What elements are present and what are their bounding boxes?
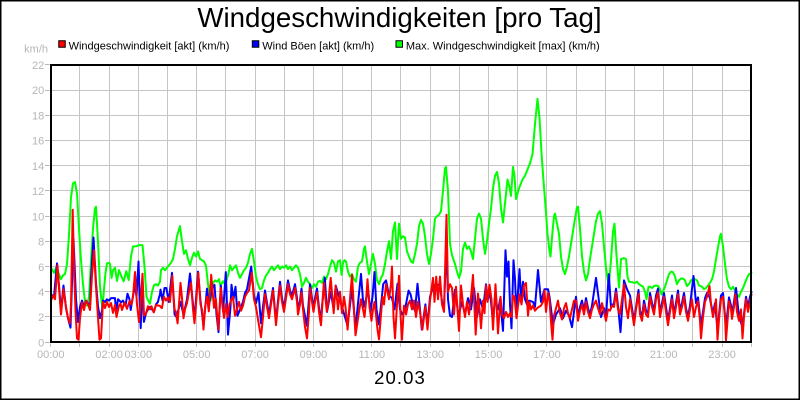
svg-text:23:00: 23:00 [708, 349, 736, 361]
svg-text:Windgeschwindigkeiten [pro Tag: Windgeschwindigkeiten [pro Tag] [197, 2, 601, 33]
svg-text:12: 12 [32, 186, 44, 198]
svg-text:20: 20 [32, 85, 44, 97]
svg-text:20.03: 20.03 [374, 367, 426, 388]
svg-text:17:00: 17:00 [533, 349, 561, 361]
svg-text:02:00: 02:00 [95, 349, 123, 361]
svg-text:16: 16 [32, 136, 44, 148]
svg-text:13:00: 13:00 [416, 349, 444, 361]
svg-text:8: 8 [38, 237, 44, 249]
svg-text:15:00: 15:00 [475, 349, 503, 361]
svg-text:00:00: 00:00 [37, 349, 65, 361]
svg-text:21:00: 21:00 [650, 349, 678, 361]
svg-text:Wind Böen [akt] (km/h): Wind Böen [akt] (km/h) [262, 41, 374, 53]
svg-text:0: 0 [38, 337, 44, 349]
svg-text:14: 14 [32, 161, 44, 173]
svg-text:4: 4 [38, 287, 44, 299]
svg-text:05:00: 05:00 [183, 349, 211, 361]
svg-text:07:00: 07:00 [241, 349, 269, 361]
svg-text:11:00: 11:00 [358, 349, 385, 361]
svg-text:2: 2 [38, 312, 44, 324]
svg-text:km/h: km/h [24, 43, 48, 55]
svg-text:6: 6 [38, 262, 44, 274]
svg-text:22: 22 [32, 60, 44, 72]
svg-text:19:00: 19:00 [592, 349, 620, 361]
svg-text:10: 10 [32, 211, 44, 223]
svg-text:03:00: 03:00 [125, 349, 153, 361]
svg-text:18: 18 [32, 110, 44, 122]
svg-text:Max. Windgeschwindigkeit [max]: Max. Windgeschwindigkeit [max] (km/h) [406, 41, 600, 53]
svg-text:Windgeschwindigkeit [akt] (km/: Windgeschwindigkeit [akt] (km/h) [69, 41, 230, 53]
svg-text:09:00: 09:00 [300, 349, 328, 361]
